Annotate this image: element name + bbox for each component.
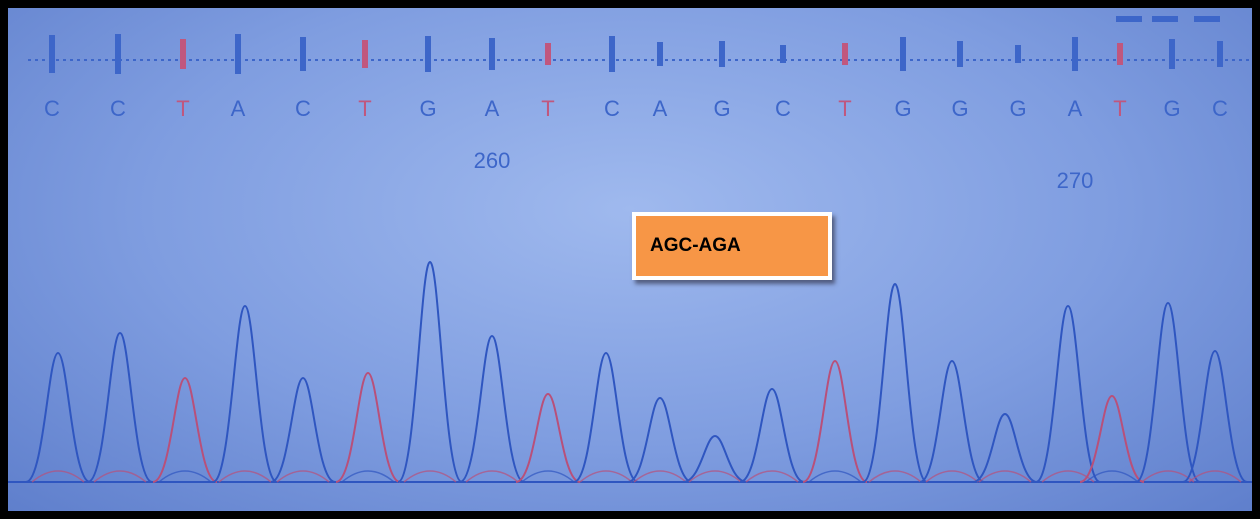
trace-minor [634,471,686,482]
trace-minor [342,471,394,482]
base-call-bar [115,34,121,74]
trace-minor [926,471,978,482]
trace-peak [153,378,217,482]
trace-peak [740,389,804,482]
trace-peak [213,306,277,482]
base-letter: G [1009,96,1026,121]
base-letter: G [951,96,968,121]
base-letter: A [485,96,500,121]
trace-minor [32,471,84,482]
trace-peak [271,378,335,482]
base-call-bar [489,38,495,70]
trace-minor [219,471,271,482]
trace-peak [628,398,692,482]
window-control [1116,16,1142,22]
trace-minor [689,471,741,482]
base-call-bar [1072,37,1078,71]
base-call-bar [1169,39,1175,69]
trace-minor [277,471,329,482]
chromatogram: C C T A C T G A T C A G C T G G G A T G C 260 270 [8,8,1252,511]
trace-peak [460,336,524,482]
window-control [1152,16,1178,22]
base-letter: C [1212,96,1228,121]
base-call-bar [1015,45,1021,63]
trace-peak [26,353,90,482]
base-letter: A [231,96,246,121]
trace-minor [869,471,921,482]
trace-minor [159,471,211,482]
trace-minor [522,471,574,482]
base-call-bar [180,39,186,69]
trace-minor [979,471,1031,482]
base-letter: C [44,96,60,121]
trace-peak [398,262,462,482]
base-letter: T [358,96,371,121]
trace-minor [746,471,798,482]
base-call-bar [609,36,615,72]
base-call-bar [425,36,431,72]
base-letter: G [894,96,911,121]
trace-minor [404,471,456,482]
window-control [1194,16,1220,22]
trace-peak [1183,351,1247,482]
base-letter: C [295,96,311,121]
mutation-label: AGC-AGA [632,212,832,280]
base-call-bar [780,45,786,63]
trace-peak [683,436,747,482]
base-letter: A [653,96,668,121]
base-call-bar [657,42,663,66]
trace-minor [94,471,146,482]
base-letter: A [1068,96,1083,121]
base-call-bar [300,37,306,71]
base-call-bar [49,35,55,73]
trace-peak [1080,396,1144,482]
base-call-bar [545,43,551,65]
page: CCTACTGATCAGCTGGGATGC260270 AGC-AGA (() … [0,0,1260,519]
base-letter: T [541,96,554,121]
trace-minor [809,471,861,482]
base-call-bar [900,37,906,71]
base-call-bar [1117,43,1123,65]
base-call-bar [957,41,963,67]
trace-peak [516,394,580,482]
trace-peak [863,284,927,482]
base-call-bar [362,40,368,68]
trace-peak [920,361,984,482]
chromatogram-photo: C C T A C T G A T C A G C T G G G A T G C 260 270 AGC-AGA [8,8,1252,511]
base-call-bar [719,41,725,67]
base-letter: C [775,96,791,121]
base-letter: G [1163,96,1180,121]
trace-peak [336,373,400,482]
trace-peak [88,333,152,482]
base-letter: C [110,96,126,121]
base-call-bar [1217,41,1223,67]
trace-minor [580,471,632,482]
base-letter: C [604,96,620,121]
base-letter: T [838,96,851,121]
position-label: 270 [1057,168,1094,193]
position-label: 260 [474,148,511,173]
base-letter: G [713,96,730,121]
trace-peak [973,414,1037,482]
trace-peak [1036,306,1100,482]
trace-peak [574,353,638,482]
base-letter: G [419,96,436,121]
base-letter: T [176,96,189,121]
base-call-bar [842,43,848,65]
base-letter: T [1113,96,1126,121]
trace-peak [1136,303,1200,482]
trace-peak [803,361,867,482]
base-call-bar [235,34,241,74]
trace-minor [466,471,518,482]
